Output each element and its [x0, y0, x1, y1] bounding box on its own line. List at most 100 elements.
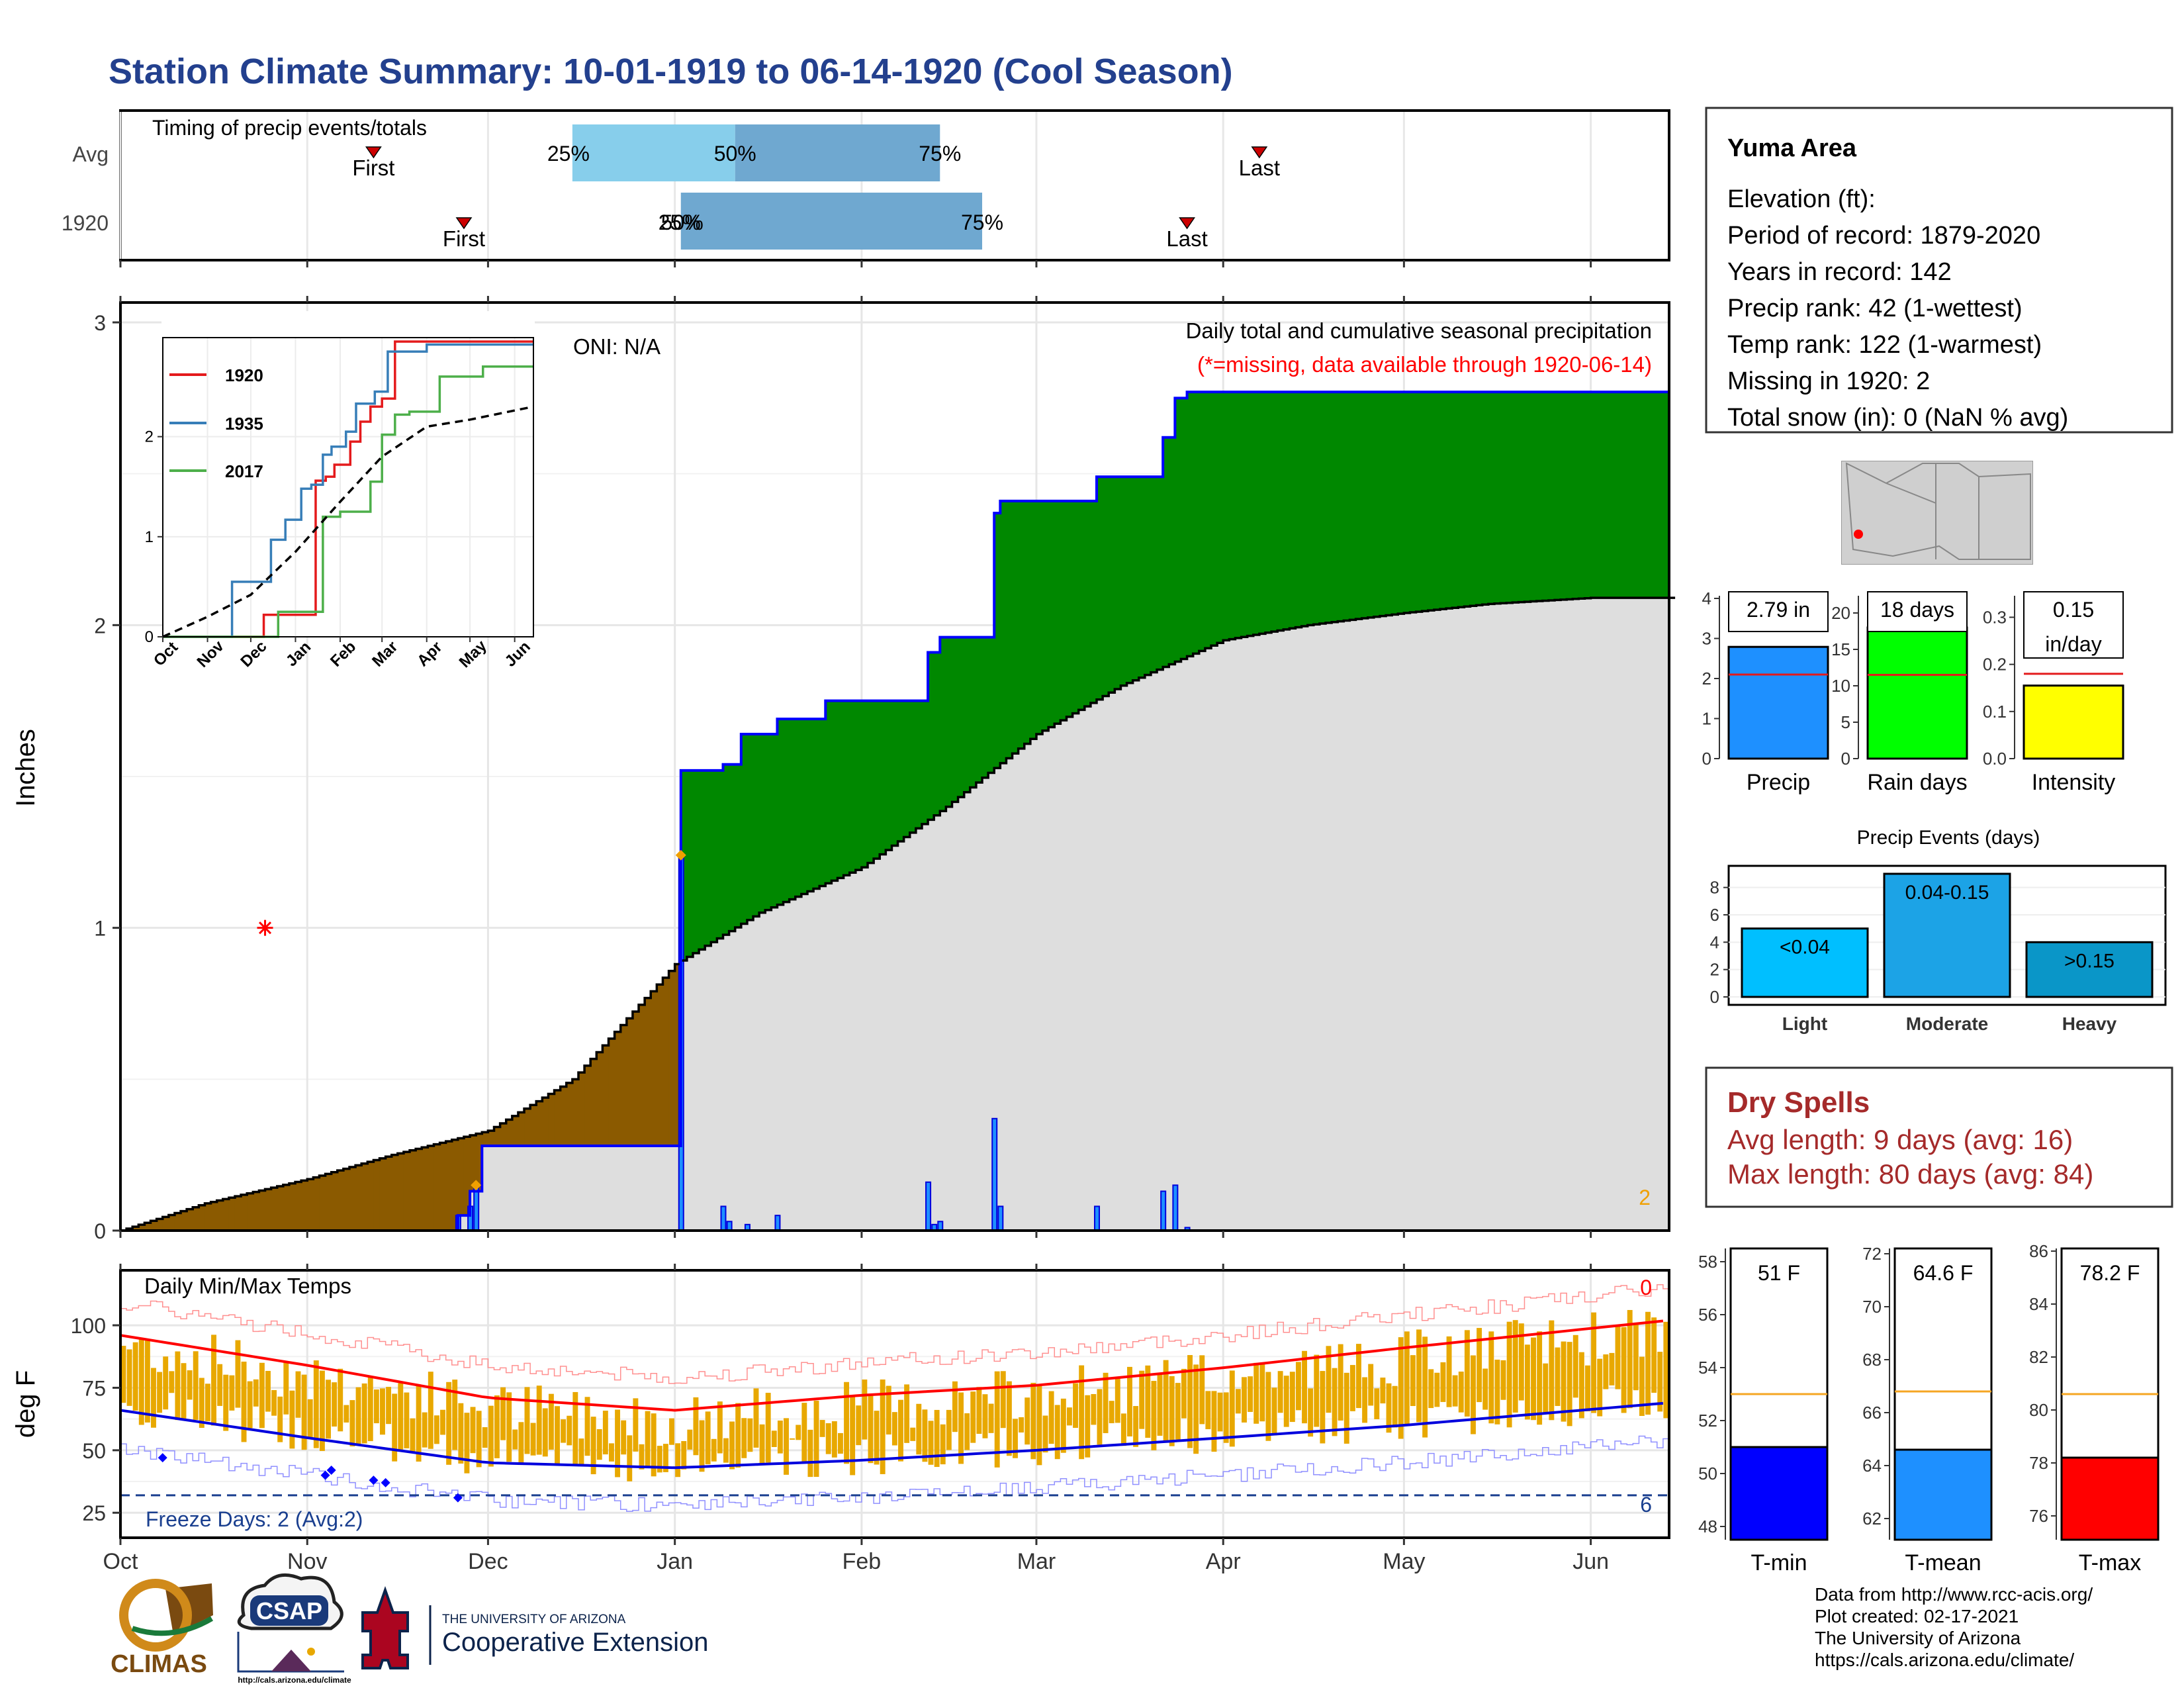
daily-precip-bar: [991, 1117, 998, 1231]
year-fill: [657, 1145, 664, 1231]
dry-spells-title: Dry Spells: [1727, 1086, 1870, 1119]
daily-temp-bar: [627, 1435, 633, 1481]
daily-temp-bar: [801, 1403, 807, 1462]
daily-temp-bar: [1374, 1388, 1380, 1420]
climatology-fill: [1084, 706, 1091, 1231]
below-normal-fill: [428, 1145, 435, 1231]
above-normal-fill: [692, 770, 700, 953]
events-y-tick-label: 0: [1710, 987, 1719, 1007]
climatology-fill: [1024, 743, 1031, 1231]
daily-temp-bar: [1392, 1385, 1398, 1428]
event-bar-inner-label: >0.15: [2064, 950, 2115, 972]
climatology-fill: [1518, 602, 1525, 1231]
precip-stat-value-box: [1728, 591, 1829, 632]
daily-temp-bar: [1283, 1376, 1289, 1427]
events-y-tick-label: 6: [1710, 905, 1719, 925]
precip-stat-label: Precip: [1747, 770, 1810, 795]
footer-line-4: https://cals.arizona.edu/climate/: [1815, 1650, 2074, 1670]
daily-temp-bar: [946, 1409, 952, 1450]
above-normal-fill: [837, 700, 844, 878]
daily-temp-bar: [1024, 1397, 1030, 1445]
above-normal-fill: [1157, 477, 1163, 670]
daily-temp-bar: [813, 1400, 819, 1477]
climatology-fill: [1621, 598, 1627, 1231]
below-normal-fill: [536, 1101, 543, 1146]
climatology-fill: [1567, 599, 1573, 1231]
daily-temp-bar: [856, 1405, 862, 1446]
precip-stat-tick-label: 4: [1702, 588, 1711, 608]
climatology-fill: [1596, 598, 1604, 1231]
daily-temp-bar: [922, 1409, 928, 1462]
low-temp-marker: [320, 1470, 330, 1480]
above-normal-fill: [1361, 392, 1369, 619]
climatology-fill: [1578, 598, 1586, 1231]
above-normal-fill: [1338, 392, 1344, 622]
below-normal-fill: [331, 1172, 338, 1231]
climatology-fill: [1433, 610, 1441, 1231]
climatology-fill: [1332, 622, 1338, 1231]
below-normal-fill: [554, 1090, 561, 1146]
climatology-fill: [819, 886, 826, 1231]
precip-stat-tick-label: 2: [1702, 669, 1711, 688]
daily-temp-bar: [1356, 1344, 1361, 1409]
climatology-fill: [1205, 648, 1212, 1231]
below-normal-fill: [645, 998, 651, 1146]
climatology-fill: [1066, 716, 1073, 1231]
temp-x-tick-label: Jun: [1572, 1549, 1609, 1574]
below-normal-fill: [578, 1072, 585, 1146]
daily-temp-bar: [1603, 1354, 1609, 1389]
daily-temp-bar: [1500, 1360, 1506, 1400]
raindays-stat-label: Rain days: [1867, 770, 1967, 795]
below-normal-fill: [156, 1219, 163, 1231]
year-fill: [639, 1145, 645, 1231]
tmin-stat-tick-label: 58: [1698, 1252, 1717, 1272]
daily-temp-bar: [494, 1395, 500, 1458]
climatology-fill: [807, 891, 814, 1231]
above-normal-fill: [711, 770, 718, 943]
below-normal-fill: [560, 1086, 567, 1146]
climatology-fill: [861, 867, 868, 1231]
year-fill: [584, 1145, 591, 1231]
above-normal-fill: [1488, 392, 1495, 604]
daily-temp-bar: [753, 1388, 759, 1448]
intensity-stat-value-label: 0.15: [2053, 598, 2094, 622]
timing-row-1920: 1920: [62, 211, 109, 235]
year-fill: [578, 1145, 585, 1231]
daily-temp-bar: [850, 1395, 856, 1476]
above-normal-fill: [1006, 500, 1013, 759]
below-normal-fill: [445, 1141, 453, 1231]
year-fill: [626, 1145, 633, 1231]
tmin-stat-value-label: 51 F: [1758, 1261, 1800, 1285]
above-normal-fill: [1265, 392, 1272, 633]
tmean-stat-tick-label: 64: [1862, 1456, 1882, 1476]
climatology-fill: [970, 787, 977, 1231]
daily-temp-bar: [307, 1399, 313, 1439]
daily-temp-bar: [1639, 1356, 1645, 1417]
year-fill: [542, 1145, 549, 1231]
daily-temp-bar: [1181, 1368, 1187, 1419]
daily-temp-bar: [373, 1389, 379, 1424]
year-fill: [506, 1145, 513, 1231]
daily-temp-bar: [319, 1370, 325, 1451]
daily-temp-bar: [1289, 1372, 1295, 1423]
daily-temp-bar: [1235, 1389, 1241, 1414]
event-bar-inner-label: <0.04: [1780, 937, 1830, 959]
daily-temp-bar: [1000, 1371, 1006, 1429]
daily-temp-bar: [1482, 1368, 1488, 1410]
above-normal-fill: [1608, 392, 1615, 598]
above-normal-fill: [952, 637, 959, 802]
inset-y-tick-label: 1: [145, 528, 154, 546]
above-normal-fill: [1205, 392, 1212, 649]
daily-temp-bar: [199, 1378, 205, 1428]
daily-temp-bar: [1109, 1401, 1115, 1423]
above-normal-fill: [1169, 437, 1175, 665]
above-normal-fill: [1187, 392, 1194, 657]
temp-x-tick-label: Jan: [657, 1549, 693, 1574]
daily-temp-bar: [1633, 1323, 1639, 1391]
above-normal-fill: [982, 637, 989, 778]
daily-temp-bar: [355, 1387, 361, 1444]
climatology-fill: [909, 832, 917, 1231]
avg-tmin-line: [120, 1401, 1664, 1470]
tmean-stat-tick-label: 72: [1862, 1244, 1882, 1264]
daily-temp-bar: [609, 1443, 614, 1462]
